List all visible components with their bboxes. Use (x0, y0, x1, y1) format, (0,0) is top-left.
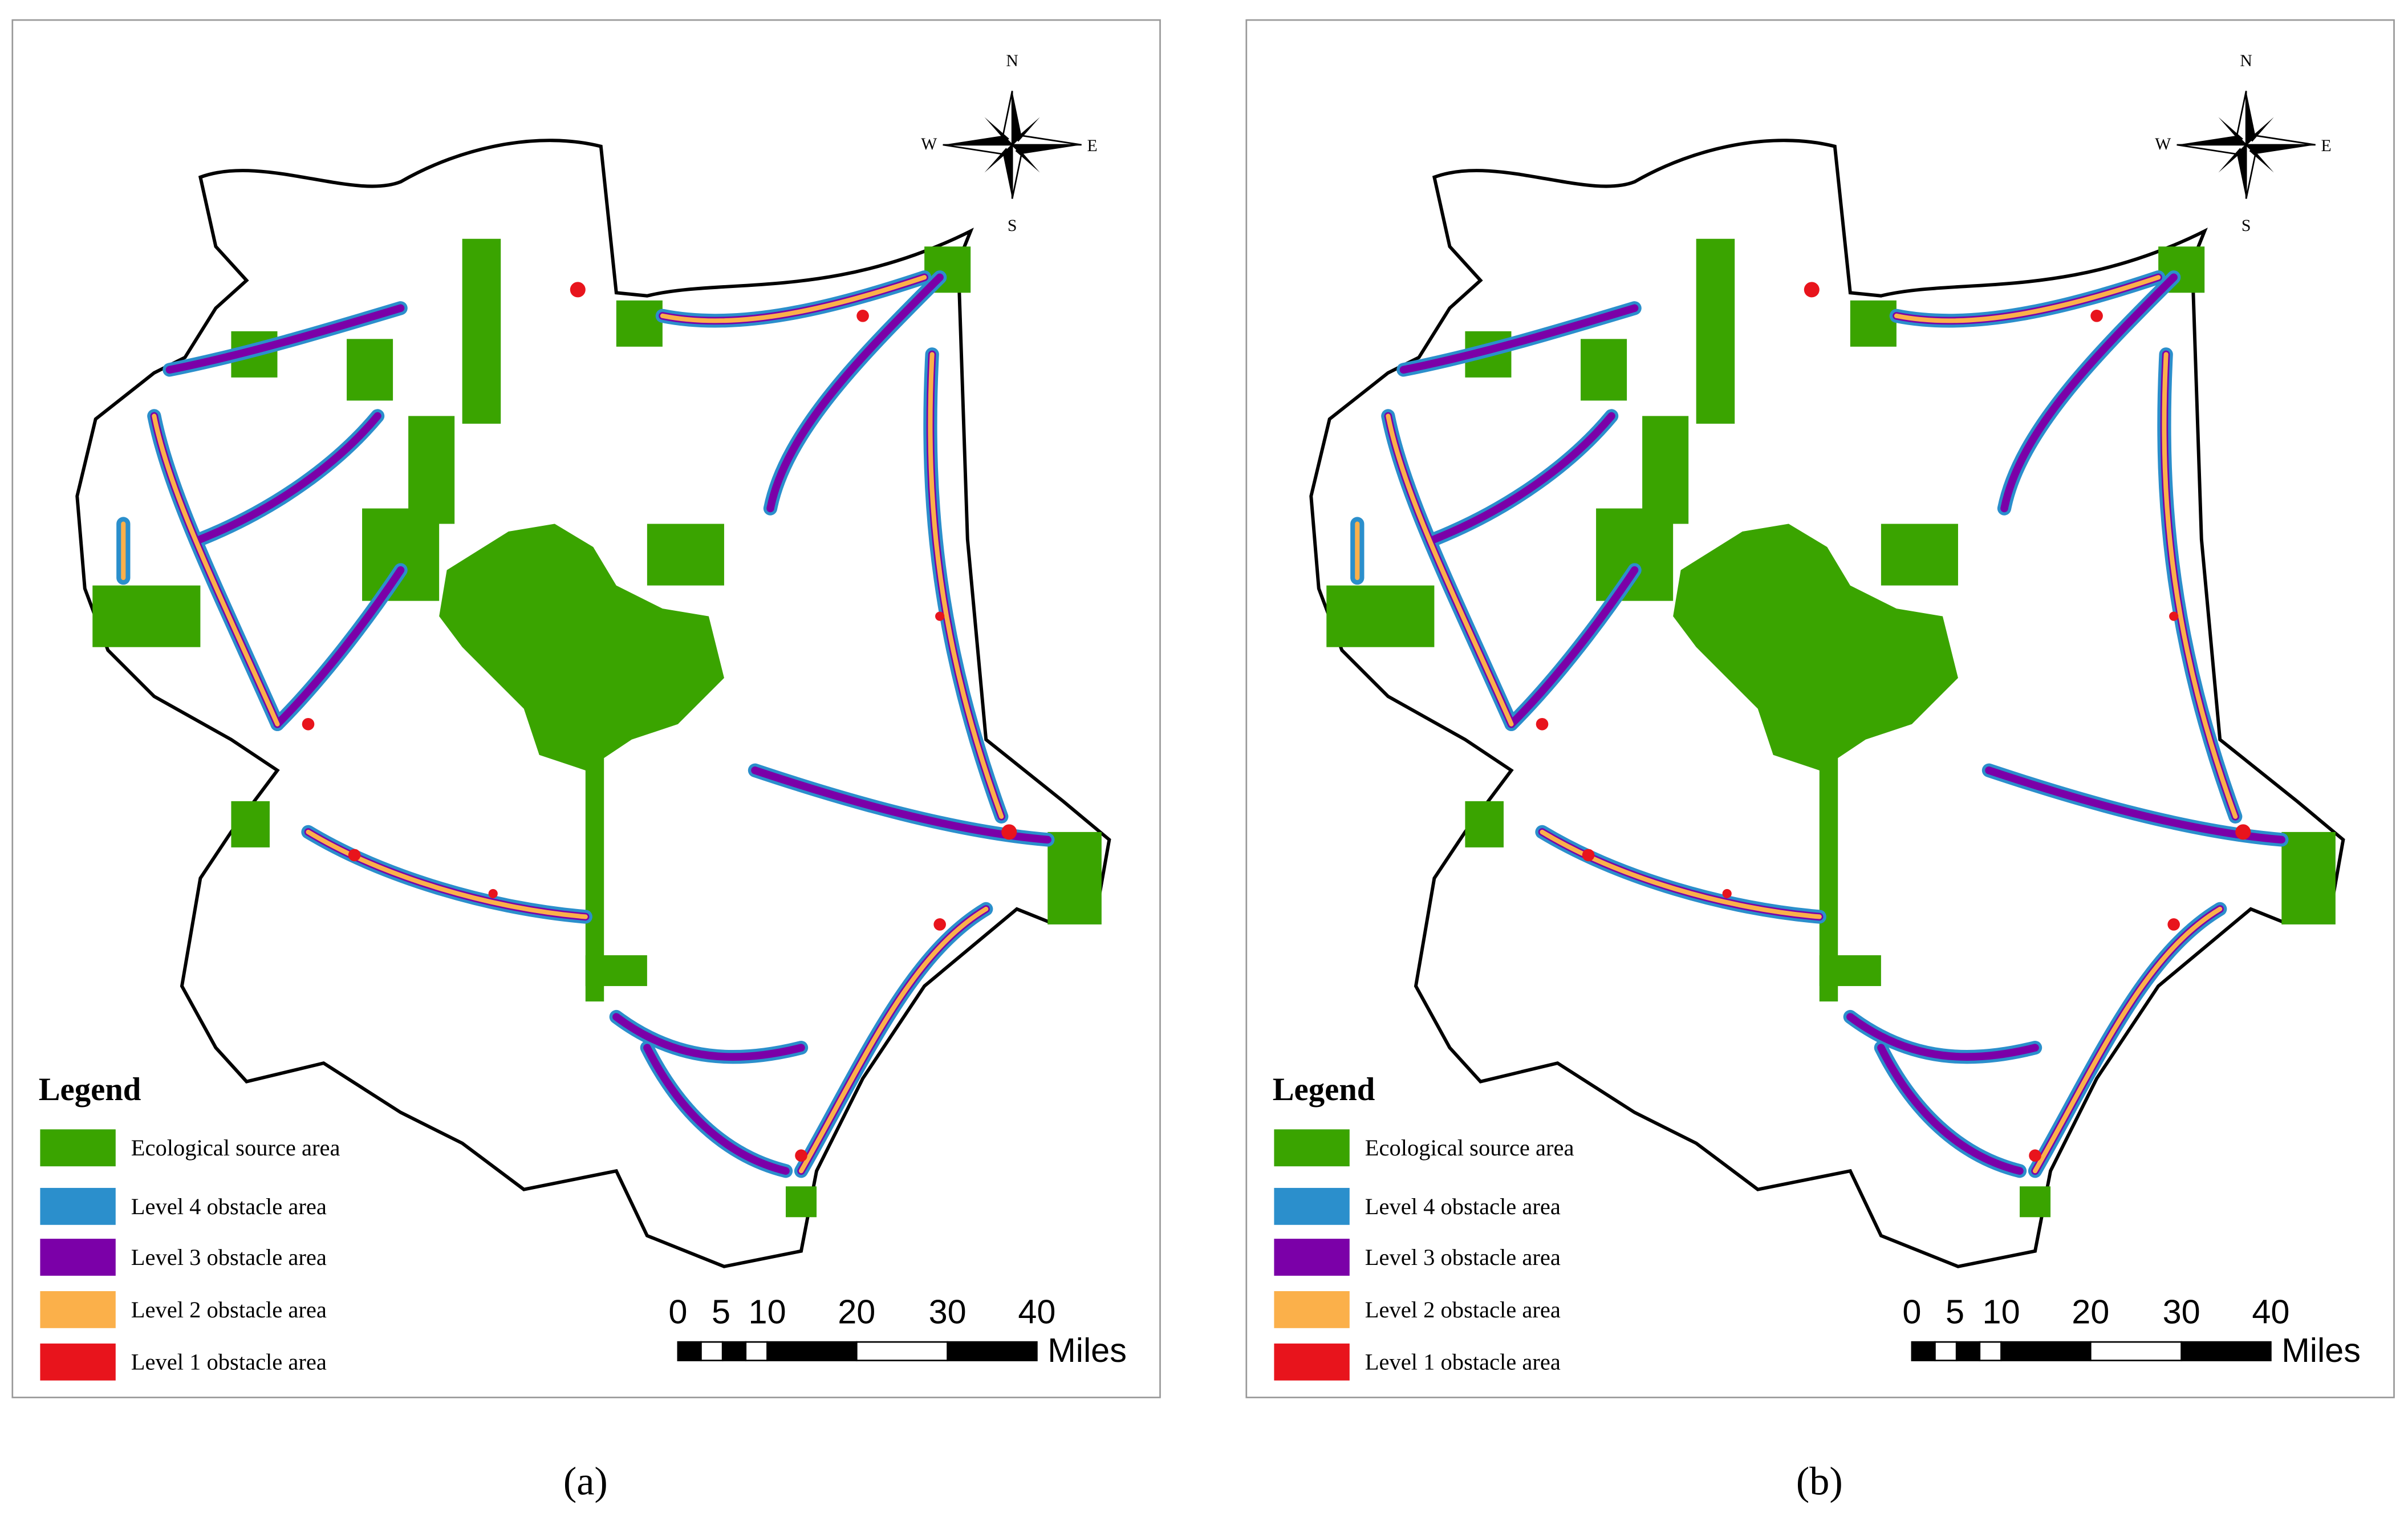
scale-tick-label: 20 (2072, 1293, 2109, 1331)
scale-tick-label: 0 (1902, 1293, 1921, 1331)
scale-segment (721, 1341, 747, 1361)
legend-swatch (40, 1343, 116, 1381)
scale-tick-label: 5 (1946, 1293, 1964, 1331)
legend-swatch (1274, 1343, 1350, 1381)
scale-segment (700, 1341, 724, 1361)
panel-caption: (a) (563, 1459, 608, 1504)
compass-west: W (2155, 135, 2171, 153)
map-panel: N S W E Legend Ecological source area Level 4 … (1245, 19, 2395, 1504)
legend-label: Level 3 obstacle area (131, 1244, 327, 1270)
legend-swatch (1274, 1291, 1350, 1328)
compass-north: N (1006, 52, 1018, 70)
scale-segment (1979, 1341, 2002, 1361)
compass-north: N (2240, 52, 2252, 70)
scale-segment (2000, 1341, 2092, 1361)
scale-segment (766, 1341, 858, 1361)
scale-tick-label: 30 (929, 1293, 967, 1331)
legend-label: Level 4 obstacle area (1365, 1194, 1561, 1219)
legend-label: Level 2 obstacle area (1365, 1297, 1561, 1323)
legend-label: Level 1 obstacle area (131, 1349, 327, 1375)
compass-east: E (2321, 137, 2332, 155)
scale-segment (745, 1341, 768, 1361)
scale-segment (2180, 1341, 2272, 1361)
scale-unit: Miles (2281, 1331, 2361, 1369)
compass-south: S (1008, 217, 1017, 235)
map-panel: N S W E Legend Ecological source area Level 4 … (11, 19, 1161, 1504)
scale-segment (2089, 1341, 2183, 1361)
scale-segment (1955, 1341, 1981, 1361)
panel-caption: (b) (1796, 1459, 1843, 1504)
scale-segment (947, 1341, 1038, 1361)
legend-swatch (1274, 1187, 1350, 1225)
legend-label: Ecological source area (131, 1135, 340, 1161)
scale-tick-label: 40 (2252, 1293, 2289, 1331)
scale-tick-label: 10 (1983, 1293, 2020, 1331)
compass-south: S (2241, 217, 2251, 235)
legend-swatch (40, 1239, 116, 1276)
legend-swatch (40, 1129, 116, 1167)
scale-tick-label: 10 (749, 1293, 786, 1331)
scale-tick-label: 40 (1018, 1293, 1055, 1331)
compass-east: E (1087, 137, 1098, 155)
scale-tick-label: 30 (2163, 1293, 2200, 1331)
scale-segment (1934, 1341, 1958, 1361)
legend-swatch (1274, 1239, 1350, 1276)
legend-swatch (40, 1291, 116, 1328)
legend-label: Level 2 obstacle area (131, 1297, 327, 1323)
scale-tick-label: 5 (712, 1293, 730, 1331)
legend-label: Level 3 obstacle area (1365, 1244, 1561, 1270)
scale-tick-label: 20 (838, 1293, 875, 1331)
scale-segment (855, 1341, 949, 1361)
scale-segment (677, 1341, 702, 1361)
legend-swatch (1274, 1129, 1350, 1167)
legend-title: Legend (39, 1072, 141, 1108)
scale-segment (1911, 1341, 1936, 1361)
compass-west: W (921, 135, 937, 153)
legend-title: Legend (1273, 1072, 1375, 1108)
scale-tick-label: 0 (668, 1293, 687, 1331)
legend-label: Level 1 obstacle area (1365, 1349, 1561, 1375)
legend-label: Ecological source area (1365, 1135, 1574, 1161)
legend-label: Level 4 obstacle area (131, 1194, 327, 1219)
scale-unit: Miles (1047, 1331, 1127, 1369)
legend-swatch (40, 1187, 116, 1225)
